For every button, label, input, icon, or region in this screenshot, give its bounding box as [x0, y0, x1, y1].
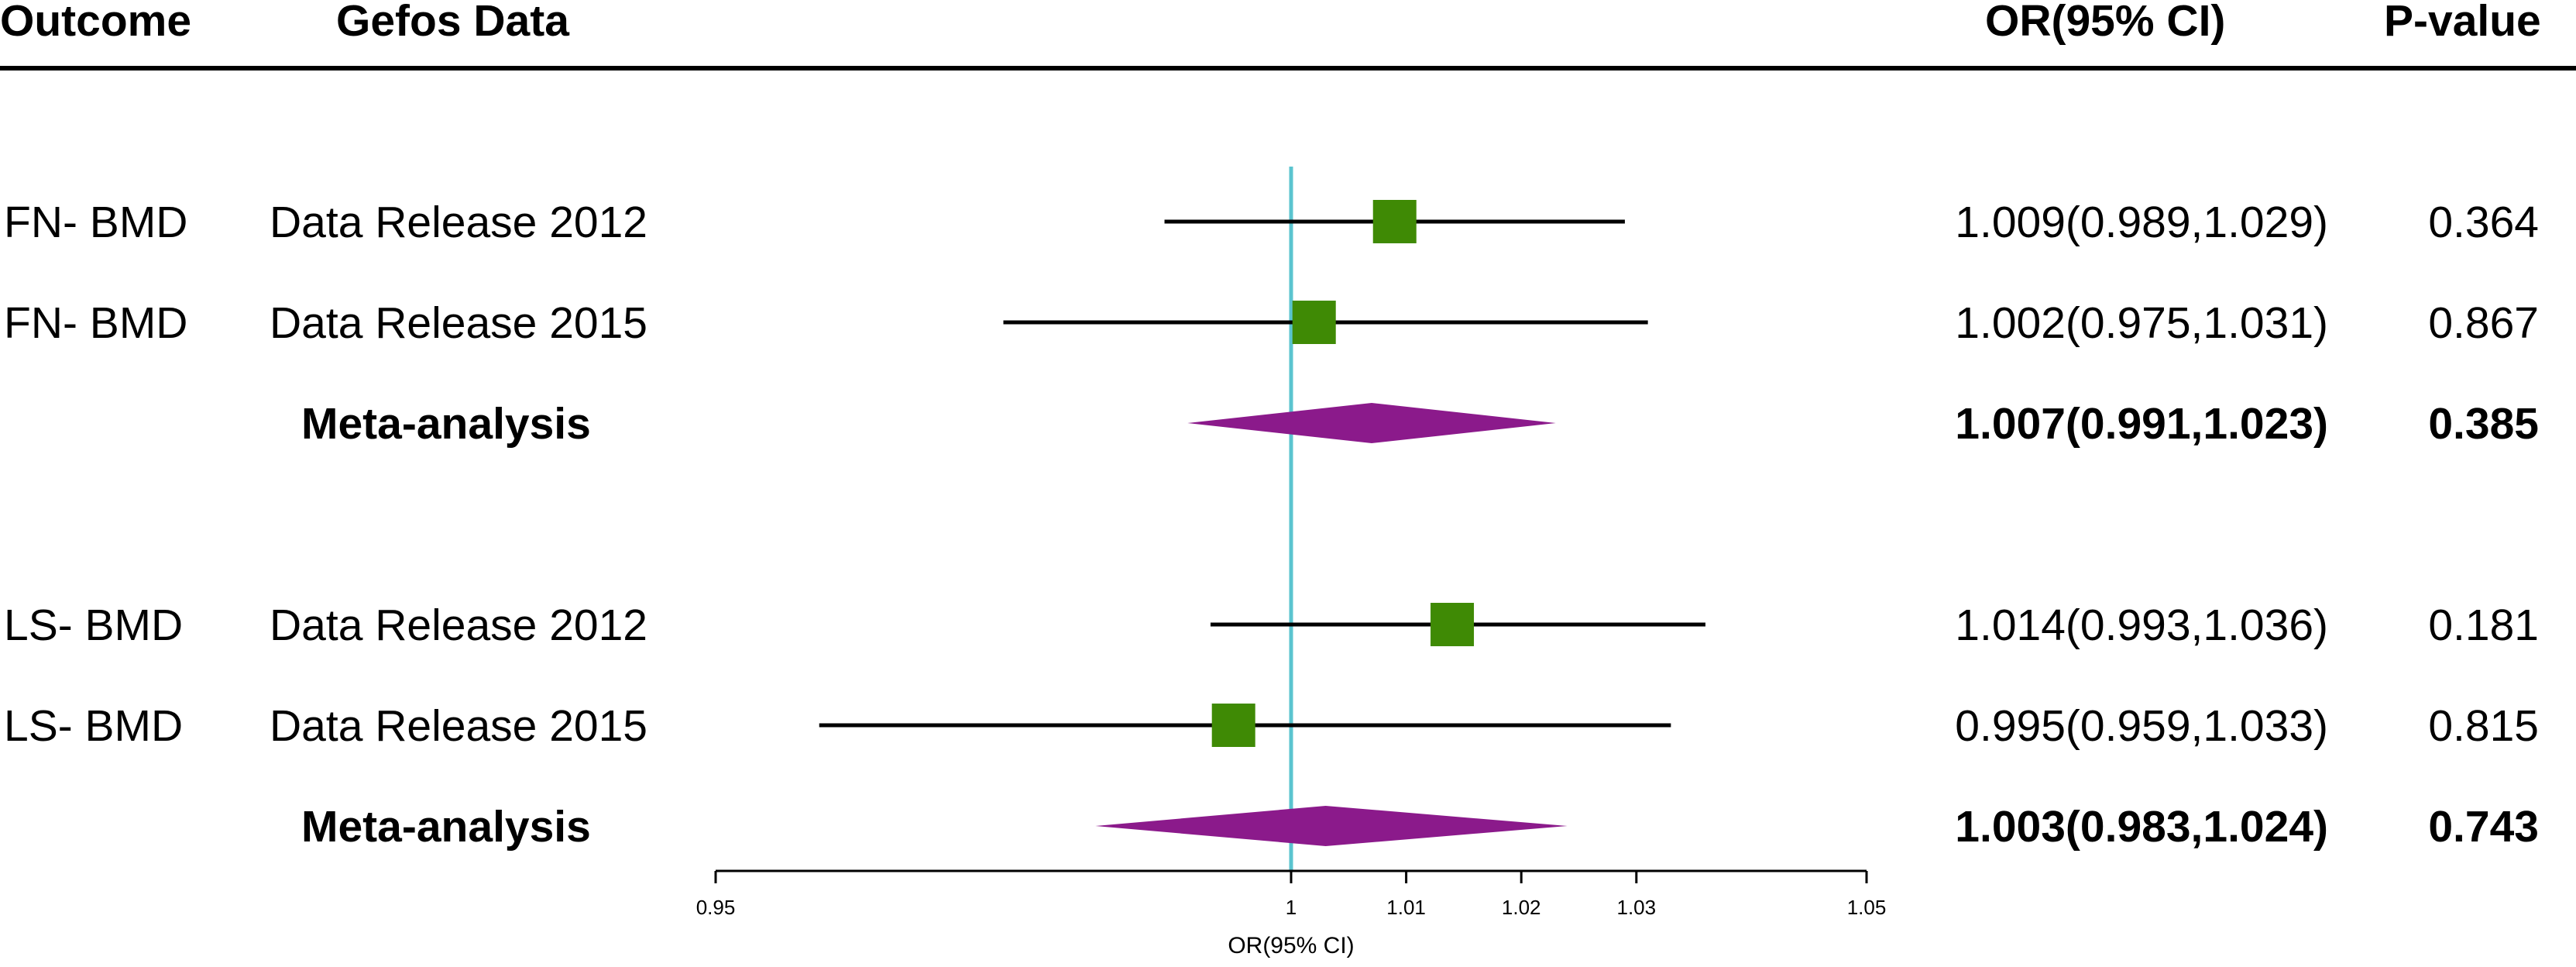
- p-value: 0.867: [2428, 298, 2539, 348]
- header-p-value: P-value: [2384, 0, 2541, 46]
- study-row: LS- BMD Data Release 2012 1.014(0.993,1.03…: [4, 601, 2539, 650]
- study-row: FN- BMD Data Release 2015 1.002(0.975,1.03…: [4, 298, 2539, 348]
- header-gefos-data: Gefos Data: [336, 0, 570, 46]
- meta-analysis-row: Meta-analysis 1.007(0.991,1.023) 0.385: [301, 399, 2539, 449]
- x-tick-label: 1.02: [1502, 896, 1541, 919]
- data-release-label: Data Release 2015: [270, 298, 647, 348]
- x-axis-label: OR(95% CI): [1228, 933, 1354, 958]
- study-row: FN- BMD Data Release 2012 1.009(0.989,1.02…: [4, 198, 2539, 247]
- or-ci-value: 1.003(0.983,1.024): [1955, 802, 2328, 852]
- x-tick-label: 1.03: [1616, 896, 1656, 919]
- or-ci-value: 1.002(0.975,1.031): [1955, 298, 2328, 348]
- x-tick-label: 1.05: [1847, 896, 1887, 919]
- p-value: 0.743: [2428, 802, 2539, 852]
- data-release-label: Data Release 2015: [270, 701, 647, 751]
- p-value: 0.815: [2428, 701, 2539, 751]
- meta-analysis-label: Meta-analysis: [301, 802, 591, 852]
- outcome-label: LS- BMD: [4, 701, 183, 751]
- point-estimate-square: [1292, 301, 1336, 344]
- p-value: 0.385: [2428, 399, 2539, 449]
- point-estimate-square: [1431, 603, 1475, 646]
- pooled-estimate-diamond: [1095, 806, 1568, 846]
- or-ci-value: 1.007(0.991,1.023): [1955, 399, 2328, 449]
- x-tick-label: 1.01: [1386, 896, 1426, 919]
- p-value: 0.181: [2428, 601, 2539, 650]
- point-estimate-square: [1372, 200, 1417, 243]
- header-outcome: Outcome: [0, 0, 191, 46]
- x-tick-label: 1: [1286, 896, 1297, 919]
- x-axis: 0.95 1 1.01 1.02 1.03 1.05 OR(95% CI): [696, 869, 1887, 958]
- pooled-estimate-diamond: [1187, 403, 1556, 443]
- meta-analysis-label: Meta-analysis: [301, 399, 591, 449]
- header-or-ci: OR(95% CI): [1985, 0, 2225, 46]
- point-estimate-square: [1211, 704, 1255, 747]
- outcome-label: FN- BMD: [4, 298, 187, 348]
- data-release-label: Data Release 2012: [270, 601, 647, 650]
- meta-analysis-row: Meta-analysis 1.003(0.983,1.024) 0.743: [301, 802, 2539, 852]
- outcome-label: LS- BMD: [4, 601, 183, 650]
- rows-layer: FN- BMD Data Release 2012 1.009(0.989,1.02…: [4, 167, 2539, 871]
- outcome-label: FN- BMD: [4, 198, 187, 247]
- or-ci-value: 0.995(0.959,1.033): [1955, 701, 2328, 751]
- or-ci-value: 1.014(0.993,1.036): [1955, 601, 2328, 650]
- or-ci-value: 1.009(0.989,1.029): [1955, 198, 2328, 247]
- x-tick-label: 0.95: [696, 896, 736, 919]
- study-row: LS- BMD Data Release 2015 0.995(0.959,1.03…: [4, 701, 2539, 751]
- data-release-label: Data Release 2012: [270, 198, 647, 247]
- p-value: 0.364: [2428, 198, 2539, 247]
